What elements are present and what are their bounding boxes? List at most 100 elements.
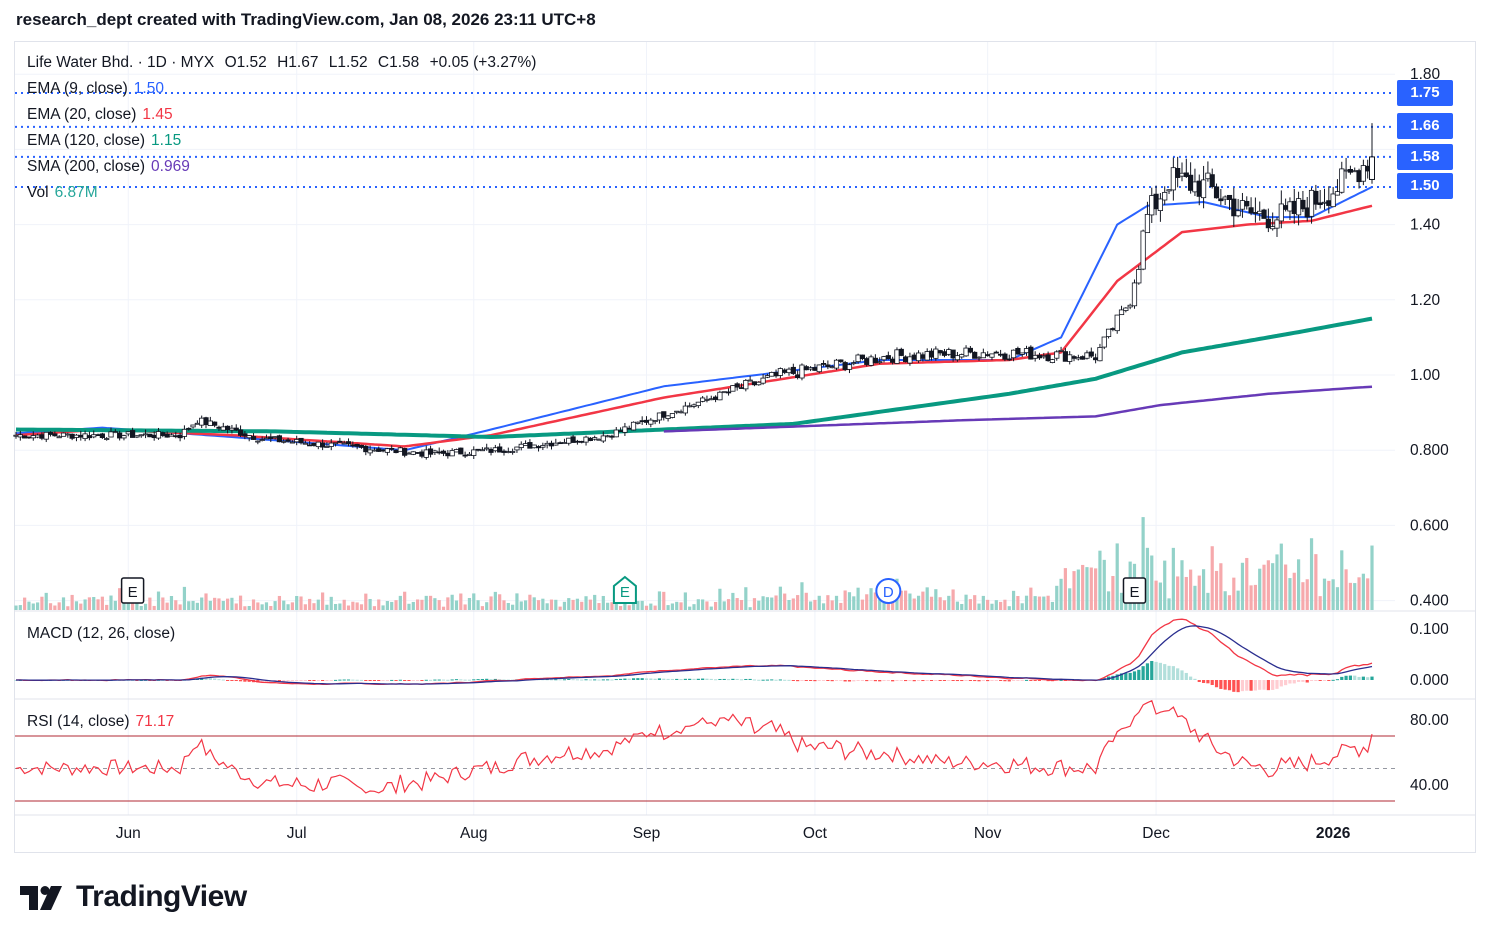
candle-body <box>246 435 252 439</box>
volume-bar <box>1068 588 1072 610</box>
candle-body <box>1261 209 1267 219</box>
candle-body <box>872 357 878 364</box>
event-marker-letter: E <box>128 584 138 601</box>
volume-bar <box>1150 555 1154 610</box>
candle-body <box>548 442 555 447</box>
legend-volume[interactable]: Vol 6.87M <box>27 184 98 201</box>
candle-body <box>1045 354 1051 362</box>
volume-bar <box>1055 585 1059 610</box>
legend-macd[interactable]: MACD (12, 26, close) <box>27 625 176 642</box>
candle-body <box>1239 200 1246 210</box>
volume-bar <box>783 593 787 610</box>
candle-body <box>1274 219 1280 229</box>
volume-bar <box>92 597 96 610</box>
volume-bar <box>675 601 679 610</box>
volume-bar <box>934 589 938 610</box>
volume-bar <box>973 595 977 610</box>
time-tick-label: Aug <box>460 825 488 842</box>
macd-histogram-bar <box>1171 666 1175 680</box>
candle-body <box>415 452 421 454</box>
macd-histogram-bar <box>1132 671 1137 680</box>
volume-bar <box>554 599 558 610</box>
volume-bar <box>299 596 303 610</box>
candle-body <box>510 451 516 453</box>
candle-body <box>410 451 416 455</box>
volume-bars <box>14 517 1374 610</box>
macd-histogram-bar <box>1314 680 1318 681</box>
volume-bar <box>303 604 307 610</box>
candle-body <box>406 452 412 455</box>
volume-bar <box>83 599 87 610</box>
tradingview-logo-text: TradingView <box>76 880 247 913</box>
volume-bar <box>593 594 597 610</box>
legend-ema120[interactable]: EMA (120, close) 1.15 <box>27 132 182 149</box>
macd-histogram-bar <box>1335 679 1340 681</box>
legend-rsi[interactable]: RSI (14, close) 71.17 <box>27 713 175 730</box>
volume-bar <box>1141 517 1145 610</box>
candle-body <box>1123 307 1129 311</box>
legend-ema9[interactable]: EMA (9, close) 1.50 <box>27 80 164 97</box>
volume-bar <box>770 597 774 610</box>
macd-histogram-bar <box>359 679 364 681</box>
macd-histogram-bar <box>567 678 571 680</box>
volume-bar <box>23 597 27 610</box>
volume-bar <box>549 599 554 610</box>
volume-bar <box>804 592 808 610</box>
volume-bar <box>174 600 178 610</box>
macd-histogram-bar <box>428 679 433 681</box>
candle-body <box>1088 351 1094 357</box>
macd-histogram-bar <box>761 679 765 681</box>
candle-body <box>281 440 287 443</box>
volume-bar <box>498 594 502 610</box>
legend-sma200[interactable]: SMA (200, close) 0.969 <box>27 158 190 175</box>
volume-bar <box>839 602 843 610</box>
macd-histogram-bar <box>290 680 294 682</box>
macd-histogram-bar <box>904 680 908 682</box>
macd-histogram-bar <box>286 680 290 682</box>
volume-bar <box>1366 578 1370 610</box>
candle-body <box>39 434 45 439</box>
candle-body <box>846 364 853 370</box>
macd-histogram-bar <box>679 679 683 681</box>
candle-body <box>1360 165 1366 182</box>
volume-bar <box>666 605 670 610</box>
volume-bar <box>571 599 575 610</box>
signal-line <box>16 625 1373 685</box>
volume-bar <box>273 601 277 610</box>
time-tick-label: Nov <box>974 825 1002 842</box>
volume-bar <box>977 603 981 610</box>
volume-bar <box>407 603 411 610</box>
candle-body <box>695 401 701 407</box>
volume-bar <box>1348 582 1353 610</box>
volume-bar <box>139 606 143 610</box>
candle-body <box>237 429 244 436</box>
candle-body <box>479 449 485 452</box>
earnings-marker <box>1122 577 1147 604</box>
macd-histogram-bar <box>951 680 955 681</box>
candle-body <box>52 433 58 437</box>
tradingview-logo[interactable]: TradingView <box>18 880 247 914</box>
volume-bar <box>847 592 852 610</box>
volume-bar <box>1046 595 1050 610</box>
volume-bar <box>1214 570 1219 610</box>
volume-bar <box>450 594 454 610</box>
volume-bar <box>1245 557 1249 610</box>
volume-bar <box>118 588 122 610</box>
macd-histogram-bar <box>718 678 722 680</box>
macd-histogram-bar <box>636 678 640 680</box>
volume-bar <box>1050 601 1055 610</box>
candle-body <box>980 352 986 359</box>
volume-bar <box>200 597 204 610</box>
volume-bar <box>1236 590 1240 610</box>
legend-ema20[interactable]: EMA (20, close) 1.45 <box>27 106 173 123</box>
candle-body <box>1075 357 1081 360</box>
volume-bar <box>662 591 666 610</box>
macd-histogram-bar <box>204 677 208 680</box>
volume-bar <box>960 603 964 610</box>
macd-histogram-bar <box>610 679 614 681</box>
candle-body <box>1157 198 1163 211</box>
time-tick-label: Jul <box>287 825 307 842</box>
candle-body <box>1114 314 1120 332</box>
volume-bar <box>472 593 476 610</box>
